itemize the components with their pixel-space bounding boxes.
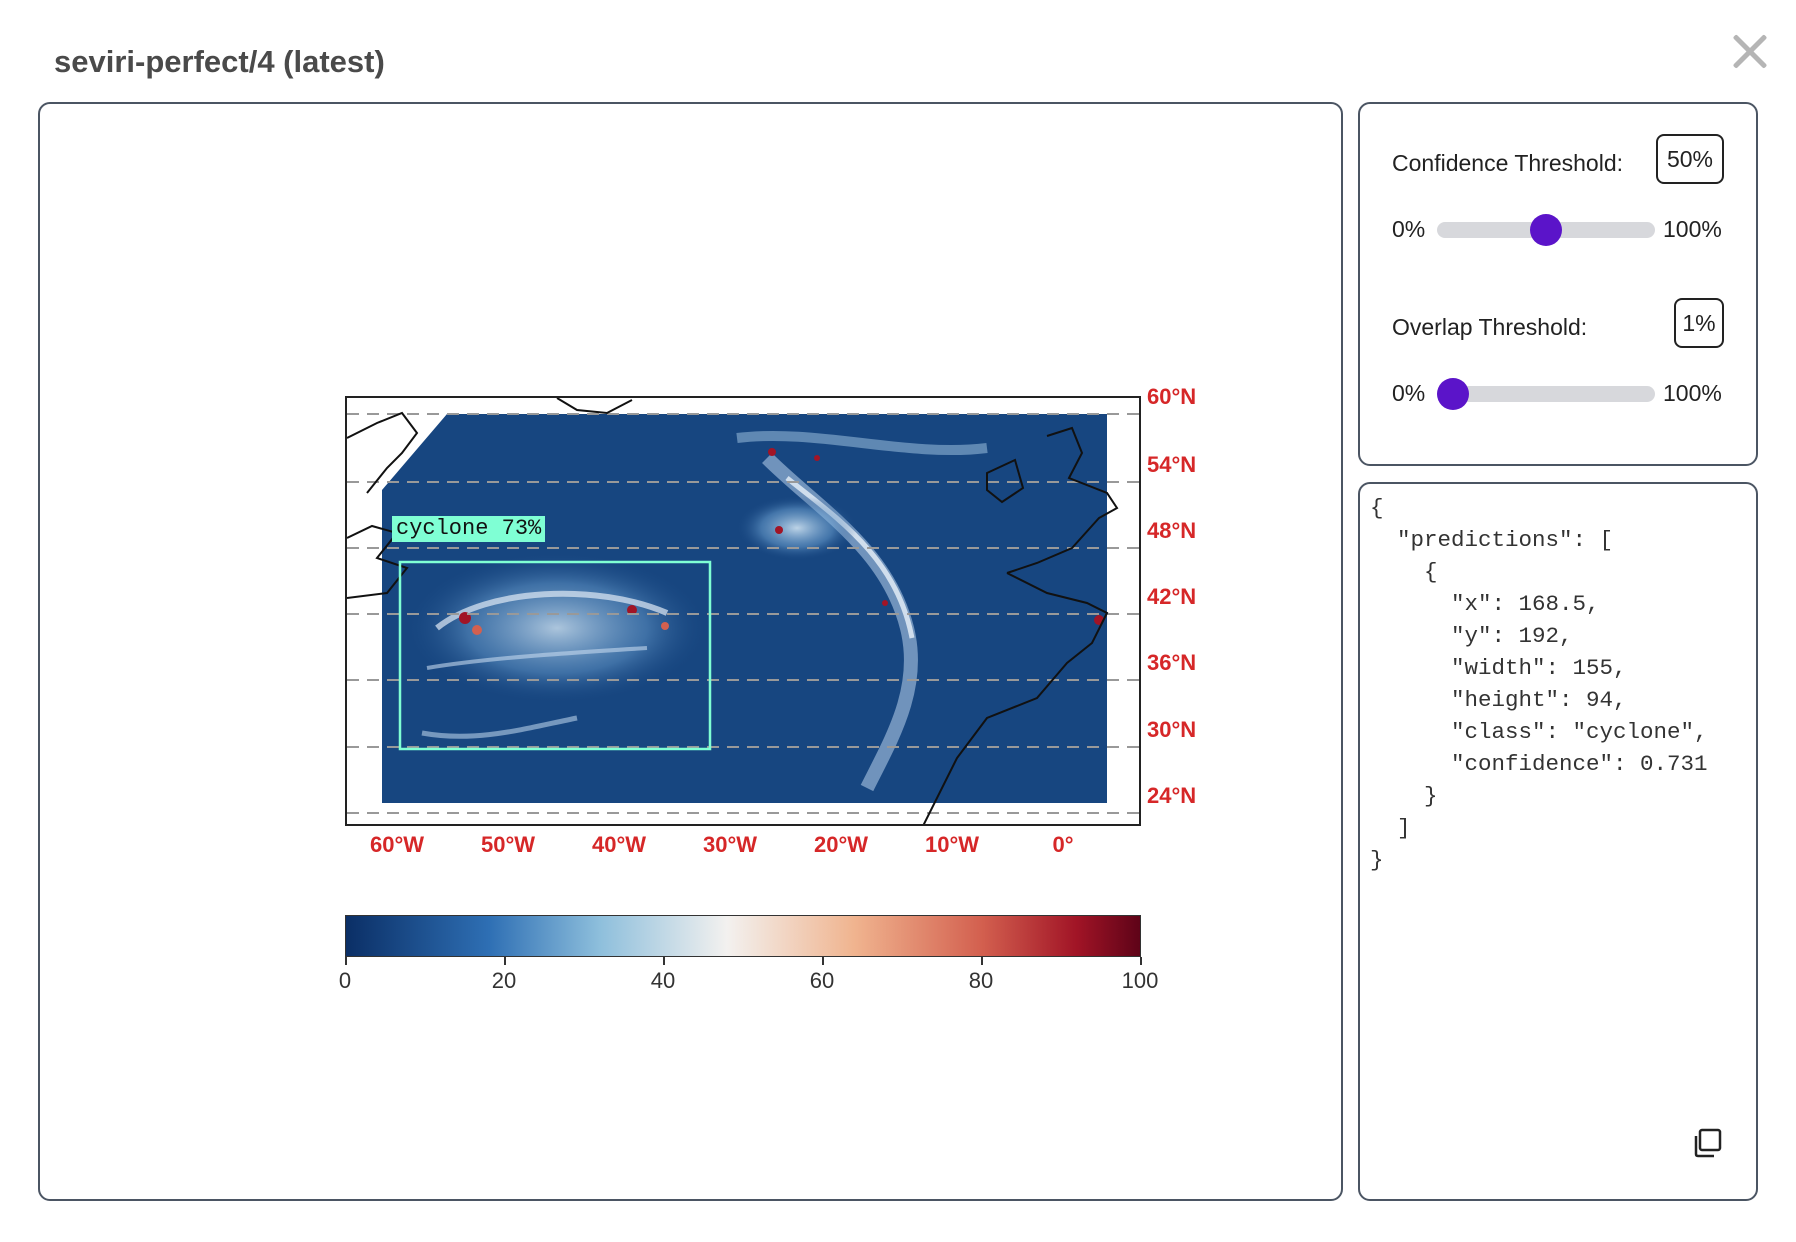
json-output-text: { "predictions": [ { "x": 168.5, "y": 19… (1370, 495, 1708, 873)
colorbar-label: 60 (809, 968, 835, 993)
colorbar-label: 100 (1121, 968, 1159, 993)
confidence-max-label: 100% (1663, 216, 1722, 242)
colorbar-label: 40 (650, 968, 676, 993)
threshold-controls: Confidence Threshold: 50% 0% 100% Overla… (1358, 102, 1758, 466)
satellite-map (345, 396, 1141, 826)
lat-label: 48°N (1147, 518, 1197, 543)
overlap-slider[interactable] (1437, 378, 1655, 410)
overlap-threshold-label: Overlap Threshold: (1392, 314, 1588, 340)
lon-label: 30°W (702, 832, 758, 857)
colorbar-label: 80 (968, 968, 994, 993)
lat-label: 54°N (1147, 452, 1197, 477)
overlap-min-label: 0% (1392, 380, 1426, 406)
detection-label: cyclone 73% (392, 516, 546, 542)
lon-label: 20°W (813, 832, 869, 857)
image-preview-panel: cyclone 73% 60°N 54°N 48°N 42°N 36°N 30°… (38, 102, 1343, 1201)
colorbar-tick (1140, 957, 1142, 965)
overlap-max-label: 100% (1663, 380, 1722, 406)
colorbar-tick (822, 957, 824, 965)
lat-label: 60°N (1147, 384, 1197, 409)
colorbar-label: 20 (491, 968, 517, 993)
inference-image: cyclone 73% 60°N 54°N 48°N 42°N 36°N 30°… (302, 384, 1196, 1124)
overlap-slider-thumb[interactable] (1437, 378, 1469, 410)
colorbar-tick (345, 957, 347, 965)
confidence-threshold-value[interactable]: 50% (1656, 134, 1724, 184)
confidence-slider[interactable] (1437, 214, 1655, 246)
confidence-threshold-label: Confidence Threshold: (1392, 150, 1623, 176)
lon-label: 50°W (480, 832, 536, 857)
colorbar-label: 0 (338, 968, 352, 993)
satellite-data (382, 414, 1107, 803)
lat-label: 24°N (1147, 783, 1197, 808)
lon-label: 0° (1052, 832, 1074, 857)
lon-label: 10°W (924, 832, 980, 857)
lon-label: 40°W (591, 832, 647, 857)
close-icon[interactable] (1724, 26, 1774, 76)
modal-title: seviri-perfect/4 (latest) (54, 44, 385, 79)
lon-label: 60°W (369, 832, 425, 857)
colorbar-tick (504, 957, 506, 965)
lat-label: 36°N (1147, 650, 1197, 675)
coastlines (347, 398, 1119, 824)
colorbar-tick (663, 957, 665, 965)
map-graphic (347, 398, 1139, 824)
colorbar-tick (981, 957, 983, 965)
confidence-slider-thumb[interactable] (1530, 214, 1562, 246)
colorbar (345, 915, 1141, 957)
lat-label: 42°N (1147, 584, 1197, 609)
lat-label: 30°N (1147, 717, 1197, 742)
copy-icon[interactable] (1690, 1126, 1724, 1160)
detection-box (398, 560, 712, 751)
lat-gridlines (347, 413, 1139, 814)
overlap-threshold-value[interactable]: 1% (1674, 298, 1724, 348)
json-output-panel: { "predictions": [ { "x": 168.5, "y": 19… (1358, 482, 1758, 1201)
confidence-min-label: 0% (1392, 216, 1426, 242)
